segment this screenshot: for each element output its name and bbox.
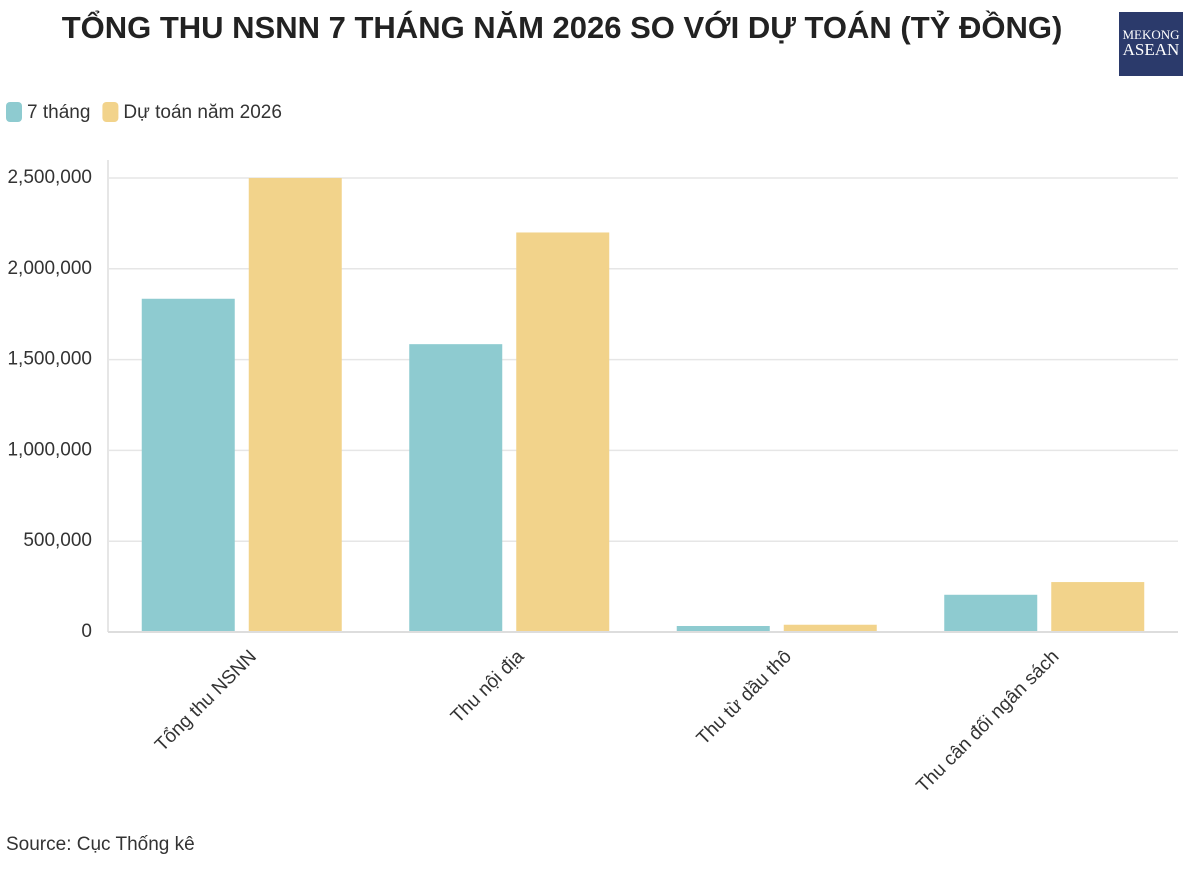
source: Source: Cục Thống kê <box>6 834 195 855</box>
bar <box>248 178 342 632</box>
y-tick-label: 500,000 <box>23 530 92 551</box>
y-tick-label: 1,000,000 <box>7 439 92 460</box>
legend-swatch <box>6 102 22 122</box>
bar <box>676 626 770 632</box>
bar <box>1051 582 1145 632</box>
bar <box>409 344 503 632</box>
legend-label: Dự toán năm 2026 <box>123 102 282 123</box>
y-tick-label: 2,500,000 <box>7 167 92 188</box>
bar <box>141 298 235 632</box>
x-tick-label: Thu cân đối ngân sách <box>913 646 1064 797</box>
x-tick-label: Thu từ dầu thô <box>693 646 796 749</box>
logo-box <box>1119 12 1183 76</box>
y-tick-label: 0 <box>81 621 92 642</box>
bar <box>516 232 610 633</box>
x-tick-label: Thu nội địa <box>447 646 529 728</box>
legend-swatch <box>102 102 119 122</box>
y-tick-label: 1,500,000 <box>7 349 92 370</box>
logo-text: ASEAN <box>1123 40 1180 59</box>
chart-title: TỔNG THU NSNN 7 THÁNG NĂM 2026 SO VỚI DỰ… <box>62 9 1063 45</box>
legend-label: 7 tháng <box>27 102 90 123</box>
x-tick-label: Tổng thu NSNN <box>151 646 261 756</box>
logo-text: MEKONG <box>1122 27 1179 42</box>
bar <box>783 624 877 632</box>
y-tick-label: 2,000,000 <box>7 258 92 279</box>
bar <box>944 594 1038 632</box>
